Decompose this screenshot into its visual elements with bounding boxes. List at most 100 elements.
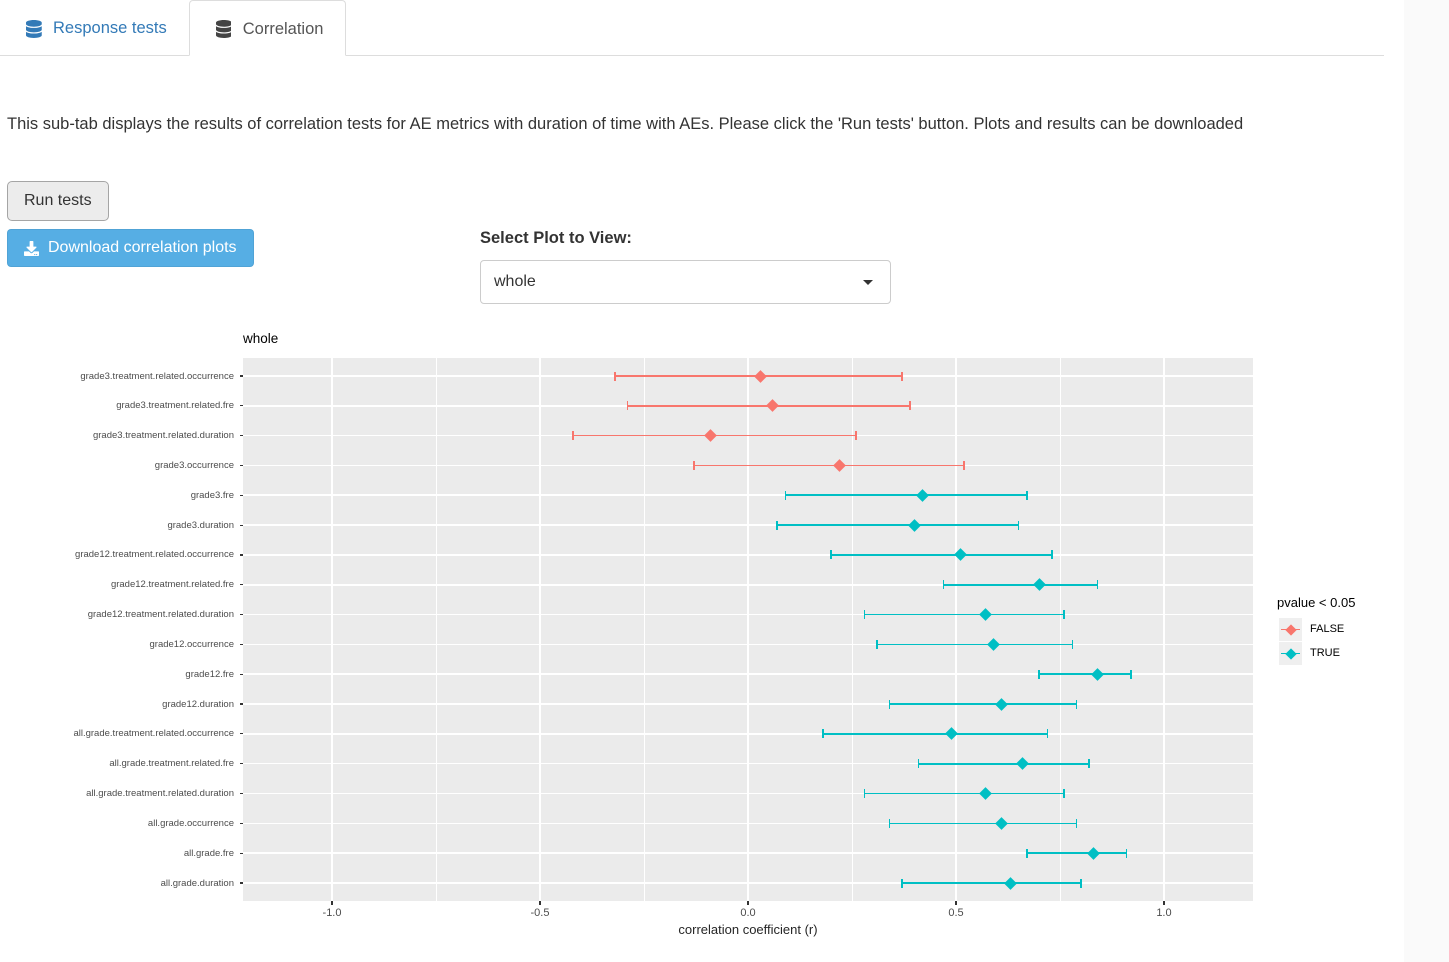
point-estimate: [754, 369, 767, 383]
download-correlation-plots-button[interactable]: Download correlation plots: [7, 229, 254, 267]
run-tests-button[interactable]: Run tests: [7, 181, 109, 221]
ci-bar: [627, 404, 911, 407]
y-tick-label: all.grade.treatment.related.duration: [86, 788, 234, 800]
legend-title: pvalue < 0.05: [1277, 595, 1356, 610]
y-axis-tick: [239, 763, 243, 765]
point-estimate: [1032, 578, 1046, 592]
ci-cap-high: [1079, 878, 1082, 888]
row-gridline: [243, 613, 1253, 616]
ci-bar: [693, 464, 965, 467]
row-gridline: [243, 434, 1253, 437]
y-axis-tick: [239, 494, 243, 496]
legend-key: [1279, 618, 1302, 641]
y-axis-tick: [239, 822, 243, 824]
legend-key-line: [1281, 652, 1300, 655]
y-tick-label: all.grade.fre: [183, 847, 234, 859]
ci-cap-low: [1038, 669, 1041, 679]
y-axis-tick: [239, 554, 243, 556]
row-gridline: [243, 643, 1253, 646]
ci-cap-low: [917, 759, 920, 769]
tab-correlation[interactable]: Correlation: [188, 0, 347, 56]
y-tick-label: all.grade.treatment.related.fre: [109, 758, 234, 770]
ci-cap-high: [963, 460, 966, 470]
ci-cap-low: [693, 460, 695, 470]
y-axis-tick: [239, 882, 243, 884]
plot-panel: [243, 358, 1253, 901]
ci-cap-high: [855, 431, 857, 441]
tab-correlation-label: Correlation: [242, 19, 324, 38]
row-gridline: [243, 554, 1253, 556]
ci-bar: [785, 494, 1027, 497]
y-tick-label: grade3.treatment.related.duration: [92, 430, 234, 442]
ci-cap-low: [776, 520, 778, 530]
point-estimate: [916, 488, 930, 502]
row-gridline: [243, 673, 1253, 676]
ci-cap-high: [1071, 639, 1074, 649]
database-icon: [215, 20, 234, 38]
database-icon: [26, 19, 44, 38]
y-axis-tick: [239, 435, 243, 437]
ci-cap-low: [784, 490, 787, 500]
ci-bar: [943, 583, 1098, 586]
point-estimate: [704, 429, 717, 443]
download-button-label: Download correlation plots: [48, 239, 237, 256]
tab-response-tests-label: Response tests: [53, 19, 167, 37]
x-tick-label: -0.5: [530, 907, 550, 919]
point-estimate: [833, 459, 846, 472]
y-tick-label: grade12.fre: [185, 668, 234, 680]
ci-cap-low: [626, 401, 629, 411]
ci-cap-low: [876, 639, 878, 649]
point-estimate: [953, 548, 967, 562]
select-plot-label: Select Plot to View:: [480, 229, 632, 247]
point-estimate: [908, 518, 921, 532]
row-gridline: [243, 375, 1253, 377]
ci-cap-low: [614, 371, 616, 381]
x-axis-title: correlation coefficient (r): [678, 922, 818, 937]
major-gridline: [955, 358, 957, 901]
legend-key: [1279, 642, 1302, 665]
x-axis-tick: [747, 901, 749, 905]
description-text: This sub-tab displays the results of cor…: [7, 115, 1244, 133]
plot-select-dropdown[interactable]: whole: [480, 260, 891, 304]
ci-bar: [777, 524, 1019, 526]
point-estimate: [1086, 846, 1100, 860]
x-axis-tick: [955, 901, 957, 905]
x-tick-label: 0.0: [740, 907, 756, 919]
y-axis-tick: [239, 792, 243, 795]
x-tick-label: 0.5: [948, 907, 964, 919]
y-tick-label: grade3.fre: [190, 489, 234, 501]
row-gridline: [243, 494, 1253, 497]
y-axis-tick: [239, 405, 243, 407]
y-tick-label: grade12.occurrence: [149, 638, 235, 650]
x-axis-tick: [539, 901, 541, 905]
y-axis-tick: [239, 464, 243, 467]
ci-bar: [876, 643, 1073, 646]
ci-cap-high: [1075, 699, 1078, 709]
row-gridline: [243, 405, 1253, 407]
ci-bar: [1039, 673, 1131, 676]
point-estimate: [978, 787, 992, 800]
ci-cap-high: [1046, 729, 1049, 739]
y-tick-label: grade3.treatment.related.fre: [116, 400, 234, 412]
legend-key-diamond: [1284, 647, 1297, 660]
y-tick-label: grade12.duration: [162, 698, 234, 710]
point-estimate: [1091, 667, 1104, 681]
tab-response-tests[interactable]: Response tests: [0, 0, 189, 55]
ci-bar: [889, 822, 1077, 825]
point-estimate: [978, 608, 992, 621]
point-estimate: [1003, 876, 1017, 890]
row-gridline: [243, 464, 1253, 467]
chevron-down-icon: [863, 279, 873, 285]
minor-gridline: [1059, 358, 1061, 901]
ci-cap-high: [1063, 789, 1065, 799]
y-tick-label: all.grade.treatment.related.occurrence: [73, 728, 234, 740]
legend-label: TRUE: [1310, 647, 1340, 659]
ci-cap-high: [1025, 490, 1028, 500]
row-gridline: [243, 792, 1253, 795]
major-gridline: [331, 358, 333, 901]
y-axis-tick: [239, 375, 243, 377]
ci-cap-low: [863, 610, 866, 620]
y-axis-tick: [239, 613, 243, 616]
